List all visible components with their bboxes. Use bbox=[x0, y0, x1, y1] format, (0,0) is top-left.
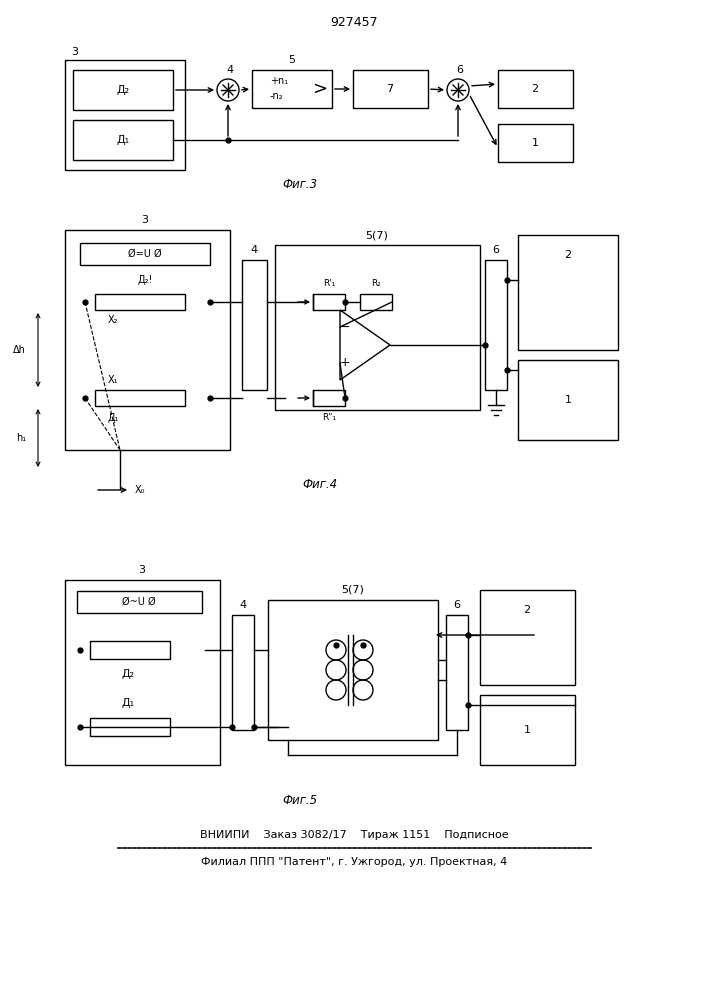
Bar bbox=[313, 390, 345, 406]
Text: Ø~U Ø: Ø~U Ø bbox=[122, 597, 156, 607]
Text: 1: 1 bbox=[532, 138, 539, 148]
Text: +: + bbox=[339, 357, 350, 369]
Bar bbox=[80, 243, 210, 265]
Text: 4: 4 bbox=[250, 245, 257, 255]
Bar bbox=[480, 695, 575, 765]
Bar bbox=[360, 294, 392, 310]
Text: X₂: X₂ bbox=[107, 315, 118, 325]
Text: 5(7): 5(7) bbox=[341, 585, 364, 595]
Bar bbox=[65, 580, 220, 765]
Text: 1: 1 bbox=[564, 395, 571, 405]
Text: 1: 1 bbox=[523, 725, 530, 735]
Bar bbox=[446, 615, 468, 730]
Bar bbox=[275, 245, 480, 410]
Text: Д₂: Д₂ bbox=[122, 669, 134, 679]
Text: 2: 2 bbox=[532, 84, 539, 94]
Text: R"₁: R"₁ bbox=[322, 414, 336, 422]
Text: R'₁: R'₁ bbox=[323, 279, 335, 288]
Bar bbox=[498, 70, 573, 108]
Text: R₂: R₂ bbox=[371, 279, 381, 288]
Text: Д₁: Д₁ bbox=[107, 413, 119, 423]
Text: 6: 6 bbox=[493, 245, 500, 255]
Text: Ø=U Ø: Ø=U Ø bbox=[128, 249, 162, 259]
Text: Филиал ППП "Патент", г. Ужгород, ул. Проектная, 4: Филиал ППП "Патент", г. Ужгород, ул. Про… bbox=[201, 857, 507, 867]
Bar bbox=[232, 615, 254, 730]
Bar bbox=[242, 260, 267, 390]
Bar bbox=[73, 120, 173, 160]
Text: 2: 2 bbox=[564, 250, 571, 260]
Text: ВНИИПИ    Заказ 3082/17    Тираж 1151    Подписное: ВНИИПИ Заказ 3082/17 Тираж 1151 Подписно… bbox=[199, 830, 508, 840]
Text: Д₂: Д₂ bbox=[117, 85, 129, 95]
Circle shape bbox=[447, 79, 469, 101]
Text: X₀: X₀ bbox=[135, 485, 145, 495]
Text: h₁: h₁ bbox=[16, 433, 26, 443]
Text: X₁: X₁ bbox=[107, 375, 118, 385]
Bar bbox=[313, 294, 345, 310]
Bar bbox=[65, 230, 230, 450]
Bar bbox=[65, 60, 185, 170]
Text: 3: 3 bbox=[71, 47, 78, 57]
Bar bbox=[90, 641, 170, 659]
Text: >: > bbox=[312, 80, 327, 98]
Text: +n₁: +n₁ bbox=[270, 76, 288, 86]
Bar bbox=[77, 591, 202, 613]
Bar bbox=[518, 235, 618, 350]
Text: 3: 3 bbox=[139, 565, 146, 575]
Bar bbox=[353, 70, 428, 108]
Text: −: − bbox=[340, 320, 350, 334]
Bar bbox=[252, 70, 332, 108]
Text: 4: 4 bbox=[240, 600, 247, 610]
Text: -n₂: -n₂ bbox=[270, 91, 284, 101]
Bar bbox=[90, 718, 170, 736]
Text: Д₁: Д₁ bbox=[122, 698, 134, 708]
Text: 927457: 927457 bbox=[330, 15, 378, 28]
Bar bbox=[518, 360, 618, 440]
Text: 3: 3 bbox=[141, 215, 148, 225]
Text: Фиг.3: Фиг.3 bbox=[282, 178, 317, 190]
Text: Фиг.4: Фиг.4 bbox=[303, 479, 337, 491]
Text: Фиг.5: Фиг.5 bbox=[282, 794, 317, 806]
Bar bbox=[73, 70, 173, 110]
Text: 6: 6 bbox=[457, 65, 464, 75]
Text: 6: 6 bbox=[453, 600, 460, 610]
Bar bbox=[480, 590, 575, 685]
Bar bbox=[268, 600, 438, 740]
Text: 5(7): 5(7) bbox=[366, 230, 388, 240]
Circle shape bbox=[217, 79, 239, 101]
Text: 5: 5 bbox=[288, 55, 296, 65]
Text: 2: 2 bbox=[523, 605, 530, 615]
Text: Д₁: Д₁ bbox=[117, 135, 129, 145]
Text: 7: 7 bbox=[387, 84, 394, 94]
Bar bbox=[95, 294, 185, 310]
Text: Δh: Δh bbox=[13, 345, 26, 355]
Bar bbox=[498, 124, 573, 162]
Bar bbox=[95, 390, 185, 406]
Text: Д₂!: Д₂! bbox=[137, 275, 153, 285]
Text: 4: 4 bbox=[226, 65, 233, 75]
Bar bbox=[485, 260, 507, 390]
